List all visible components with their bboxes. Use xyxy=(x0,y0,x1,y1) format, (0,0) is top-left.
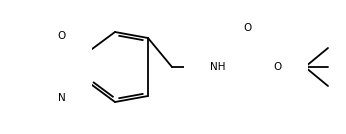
Text: N: N xyxy=(58,93,66,103)
Text: NH: NH xyxy=(210,62,226,72)
Text: O: O xyxy=(244,23,252,33)
Text: O: O xyxy=(58,31,66,41)
Text: O: O xyxy=(274,62,282,72)
